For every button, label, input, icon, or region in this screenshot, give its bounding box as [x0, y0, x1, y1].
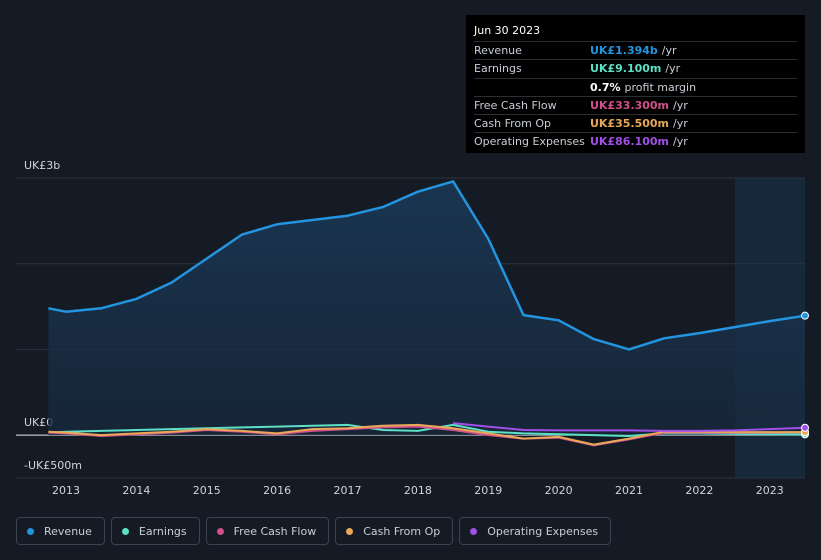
tooltip-label: Revenue [474, 44, 522, 57]
tooltip-row: Revenue UK£1.394b/yr [474, 41, 797, 59]
tooltip-value: UK£35.500m [590, 117, 670, 131]
x-tick-label: 2014 [122, 484, 150, 497]
tooltip-row: Free Cash Flow UK£33.300m/yr [474, 95, 797, 114]
legend: Revenue Earnings Free Cash Flow Cash From O… [16, 517, 612, 545]
tooltip-unit: profit margin [624, 80, 697, 94]
x-tick-label: 2022 [685, 484, 713, 497]
tooltip-label: Free Cash Flow [474, 98, 557, 112]
tooltip-value: UK£9.100m [590, 62, 662, 76]
y-tick-label: UK£0 [24, 416, 53, 429]
x-tick-label: 2018 [404, 484, 432, 497]
tooltip-unit: /yr [673, 98, 688, 112]
tooltip-value: UK£33.300m [590, 98, 670, 112]
legend-item[interactable]: Revenue [16, 517, 105, 545]
tooltip-row: Cash From Op UK£35.500m/yr [474, 114, 797, 132]
end-dot [801, 311, 809, 320]
legend-label: Earnings [138, 524, 187, 538]
legend-item[interactable]: Earnings [110, 517, 200, 545]
tooltip-label: Earnings [474, 62, 522, 76]
tooltip-value: 0.7% [590, 80, 621, 94]
series-line [453, 422, 806, 432]
tooltip-unit: /yr [665, 62, 681, 76]
x-tick-label: 2016 [263, 484, 291, 497]
legend-swatch [216, 527, 224, 535]
legend-label: Revenue [44, 524, 92, 538]
legend-label: Free Cash Flow [233, 524, 317, 538]
legend-item[interactable]: Free Cash Flow [205, 517, 330, 545]
legend-item[interactable]: Cash From Op [335, 517, 454, 545]
y-tick-label: UK£3b [24, 159, 60, 172]
tooltip-label: Cash From Op [474, 117, 552, 131]
legend-swatch [121, 527, 129, 535]
legend-label: Cash From Op [363, 524, 441, 538]
tooltip-row: 0.7% profit margin [474, 77, 797, 96]
end-dot [801, 423, 809, 432]
legend-item[interactable]: Operating Expenses [459, 517, 612, 545]
x-tick-label: 2021 [615, 484, 643, 497]
x-tick-label: 2019 [474, 484, 502, 497]
x-tick-label: 2020 [545, 484, 573, 497]
tooltip: Jun 30 2023 Revenue UK£1.394b/yr Earnings UK… [466, 15, 805, 153]
x-tick-label: 2023 [756, 484, 784, 497]
tooltip-date: Jun 30 2023 [474, 24, 541, 37]
revenue-area [48, 181, 805, 436]
series-line [48, 180, 806, 351]
tooltip-row: Earnings UK£9.100m/yr [474, 59, 797, 77]
x-tick-label: 2013 [52, 484, 80, 497]
legend-label: Operating Expenses [487, 524, 599, 538]
tooltip-unit: /yr [673, 117, 688, 131]
tooltip-value: UK£86.100m [590, 135, 670, 149]
tooltip-unit: /yr [673, 135, 688, 149]
tooltip-unit: /yr [661, 44, 677, 57]
tooltip-row: Operating Expenses UK£86.100m/yr [474, 132, 797, 150]
tooltip-label: Operating Expenses [474, 135, 585, 149]
y-tick-label: -UK£500m [24, 459, 82, 472]
x-tick-label: 2017 [334, 484, 362, 497]
legend-swatch [346, 527, 354, 535]
legend-swatch [470, 527, 478, 535]
legend-swatch [27, 527, 34, 535]
x-tick-label: 2015 [193, 484, 221, 497]
tooltip-label [474, 79, 590, 96]
tooltip-value: UK£1.394b [590, 44, 658, 57]
